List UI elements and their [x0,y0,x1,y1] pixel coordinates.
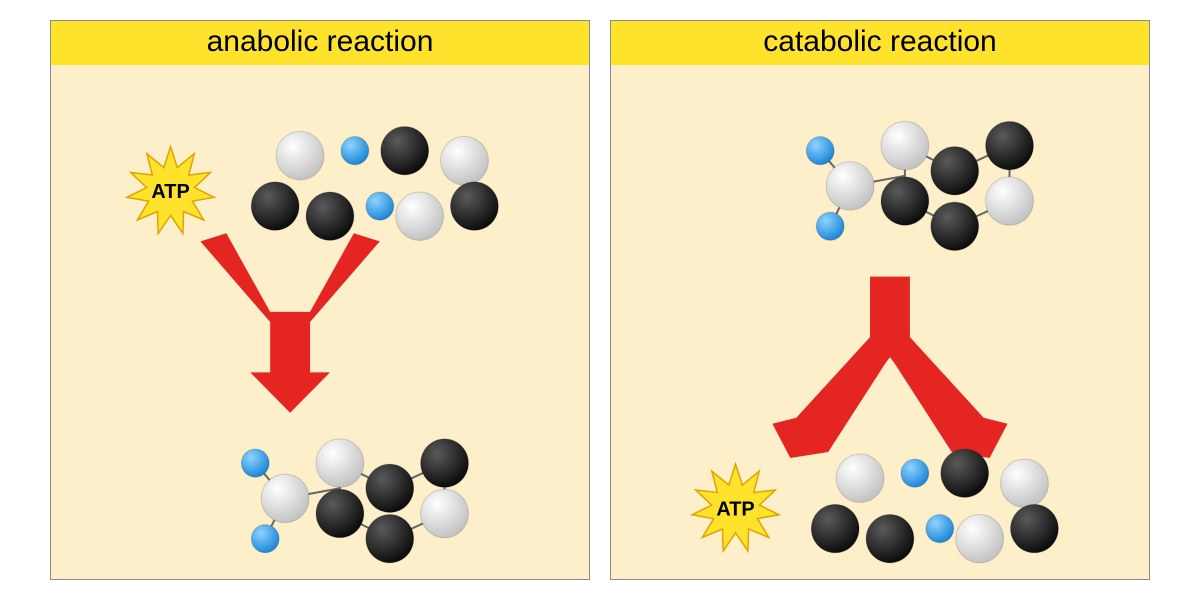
panel-anabolic-title: anabolic reaction [51,21,589,65]
panel-anabolic-svg: ATP [51,65,589,579]
panel-catabolic-title: catabolic reaction [611,21,1149,65]
panel-catabolic-svg: ATP [611,65,1149,579]
panel-catabolic: catabolic reaction ATP [610,20,1150,580]
svg-text:ATP: ATP [151,181,189,203]
svg-text:ATP: ATP [716,498,754,520]
diagram-container: anabolic reaction ATP catabolic reaction… [0,0,1200,600]
panel-anabolic: anabolic reaction ATP [50,20,590,580]
panel-catabolic-body: ATP [611,65,1149,579]
panel-anabolic-body: ATP [51,65,589,579]
